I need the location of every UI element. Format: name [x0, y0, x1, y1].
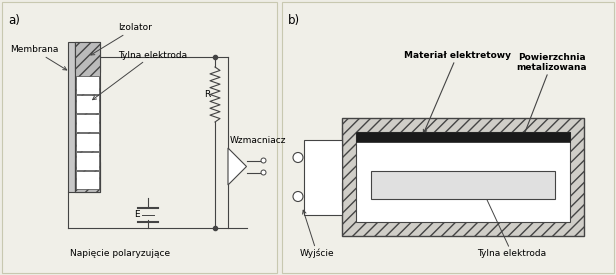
Bar	[76, 76, 99, 94]
Bar	[75, 42, 100, 192]
Bar	[76, 152, 99, 170]
Bar	[342, 118, 584, 236]
Text: Tylna elektroda: Tylna elektroda	[477, 191, 546, 258]
Circle shape	[293, 153, 303, 163]
Text: Tylna elektroda: Tylna elektroda	[92, 51, 187, 100]
Text: Wzmacniacz: Wzmacniacz	[230, 136, 286, 145]
Text: Membrana: Membrana	[10, 45, 67, 70]
Bar	[75, 162, 100, 192]
Bar	[75, 42, 100, 72]
Bar	[76, 171, 99, 189]
Text: Powierzchnia
metalizowana: Powierzchnia metalizowana	[517, 53, 587, 136]
Text: Wyjście: Wyjście	[300, 210, 334, 258]
Bar	[304, 139, 342, 214]
Text: Izolator: Izolator	[91, 23, 152, 55]
Text: Napięcie polaryzujące: Napięcie polaryzujące	[70, 249, 170, 258]
Bar	[76, 133, 99, 151]
Text: E: E	[134, 210, 140, 219]
Circle shape	[293, 191, 303, 202]
Bar	[68, 42, 75, 192]
Text: R: R	[204, 90, 210, 99]
Bar	[2, 2, 277, 273]
Bar	[76, 95, 99, 113]
Text: Materiał elektretowy: Materiał elektretowy	[403, 51, 511, 133]
Text: a): a)	[8, 14, 20, 27]
Bar	[356, 132, 570, 142]
Bar	[282, 2, 614, 273]
Bar	[356, 132, 570, 222]
Circle shape	[261, 170, 266, 175]
Text: b): b)	[288, 14, 300, 27]
Polygon shape	[228, 148, 246, 185]
Bar	[76, 114, 99, 132]
Bar	[371, 171, 555, 199]
Circle shape	[261, 158, 266, 163]
